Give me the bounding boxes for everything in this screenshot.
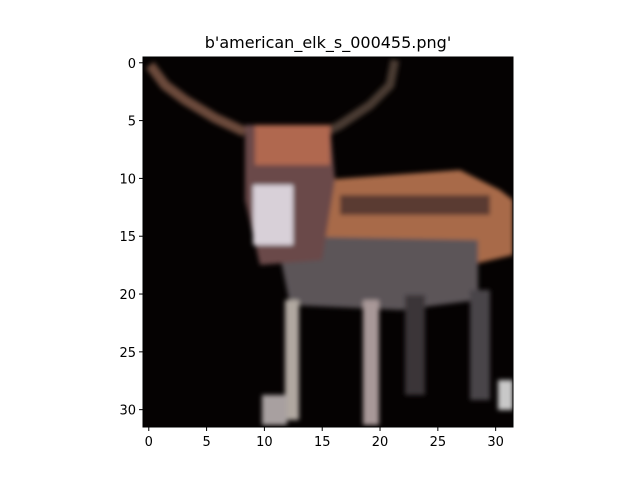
axes-frame (142, 56, 514, 428)
y-tick-label: 15 (119, 230, 136, 245)
image (142, 56, 514, 428)
y-tick-label: 30 (119, 404, 136, 419)
x-tick-label: 20 (372, 435, 389, 450)
y-tick-label: 0 (128, 57, 136, 72)
x-tick-label: 25 (430, 435, 447, 450)
x-tick-label: 15 (314, 435, 331, 450)
y-tick-label: 20 (119, 288, 136, 303)
y-tick-label: 5 (128, 115, 136, 130)
y-tick-label: 10 (119, 172, 136, 187)
x-tick-label: 30 (487, 435, 504, 450)
x-tick-label: 10 (256, 435, 273, 450)
image-content (146, 59, 513, 425)
x-tick-label: 5 (202, 435, 210, 450)
x-tick-label: 0 (145, 435, 153, 450)
chart-title: b'american_elk_s_000455.png' (205, 33, 451, 53)
y-tick-label: 25 (119, 346, 136, 361)
